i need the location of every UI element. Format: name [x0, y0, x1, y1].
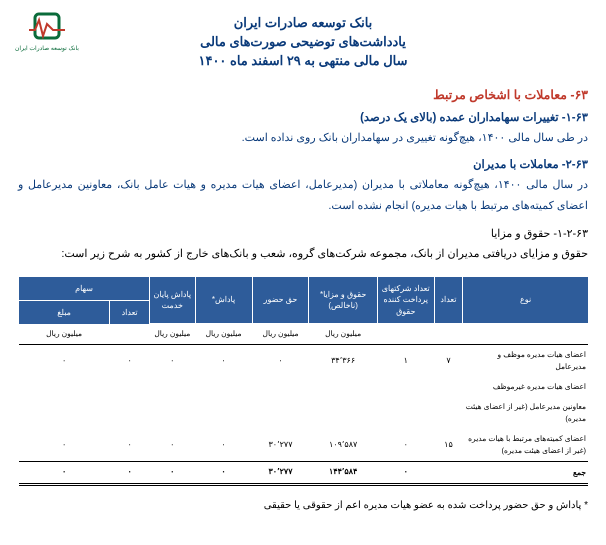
unit-cell: میلیون ریال: [252, 324, 309, 345]
unit-cell: میلیون ریال: [150, 324, 196, 345]
unit-row: میلیون ریال میلیون ریال میلیون ریال میلی…: [19, 324, 589, 345]
table-body: میلیون ریال میلیون ریال میلیون ریال میلی…: [19, 324, 589, 485]
cell: ۰: [377, 429, 434, 462]
th-salary: حقوق و مزایا* (ناخالص): [309, 277, 377, 324]
cell: ۱۴۴٬۵۸۴: [309, 462, 377, 485]
footnote: * پاداش و حق حضور پرداخت شده به عضو هیات…: [18, 500, 588, 511]
th-saham-count: تعداد: [110, 300, 150, 324]
table-row: اعضای کمیته‌های مرتبط با هیات مدیره (غیر…: [19, 429, 589, 462]
cell: ۰: [252, 345, 309, 378]
row-label: اعضای کمیته‌های مرتبط با هیات مدیره (غیر…: [463, 429, 588, 462]
compensation-table-wrap: نوع تعداد تعداد شرکتهای پرداخت کننده حقو…: [18, 277, 588, 487]
cell: ۰: [195, 429, 252, 462]
cell: ۰: [19, 462, 110, 485]
section-63-2-title: ۲-۶۳- معاملات با مدیران: [18, 157, 588, 171]
cell: ۱۵: [434, 429, 462, 462]
cell: ۳۰٬۲۷۷: [252, 462, 309, 485]
cell: ۳۴٬۳۶۶: [309, 345, 377, 378]
cell: ۰: [19, 429, 110, 462]
table-row: معاونین مدیرعامل (غیر از اعضای هیئت مدیر…: [19, 397, 589, 429]
logo-caption: بانک توسعه صادرات ایران: [12, 46, 82, 53]
section-63-title: ۶۳- معاملات با اشخاص مرتبط: [18, 87, 588, 102]
table-head: نوع تعداد تعداد شرکتهای پرداخت کننده حقو…: [19, 277, 589, 324]
header-line-1: بانک توسعه صادرات ایران: [18, 15, 588, 31]
th-saham-amount: مبلغ: [19, 300, 110, 324]
section-63-2-1-title: ۱-۲-۶۳- حقوق و مزایا: [18, 227, 588, 240]
row-label: معاونین مدیرعامل (غیر از اعضای هیئت مدیر…: [463, 397, 588, 429]
unit-cell: میلیون ریال: [195, 324, 252, 345]
sum-row: جمع ۰ ۱۴۴٬۵۸۴ ۳۰٬۲۷۷ ۰ ۰ ۰ ۰: [19, 462, 589, 485]
th-khedmat: پاداش پایان خدمت: [150, 277, 196, 324]
row-label: اعضای هیات مدیره موظف و مدیرعامل: [463, 345, 588, 378]
doc-header: بانک توسعه صادرات ایران یادداشت‌های توضی…: [18, 15, 588, 69]
th-saham: سهام: [19, 277, 150, 301]
cell: ۰: [19, 345, 110, 378]
th-companies: تعداد شرکتهای پرداخت کننده حقوق: [377, 277, 434, 324]
section-63-2-1-body: حقوق و مزایای دریافتی مدیران از بانک، مج…: [18, 244, 588, 265]
section-63-1-body: در طی سال مالی ۱۴۰۰، هیچ‌گونه تغییری در …: [18, 128, 588, 149]
cell: ۰: [110, 345, 150, 378]
cell: ۰: [195, 345, 252, 378]
logo-icon: [27, 10, 67, 44]
cell: ۰: [195, 462, 252, 485]
unit-cell: میلیون ریال: [19, 324, 110, 345]
cell: ۰: [110, 462, 150, 485]
cell: ۰: [150, 345, 196, 378]
th-padash: پاداش*: [195, 277, 252, 324]
cell: ۱: [377, 345, 434, 378]
row-label: اعضای هیات مدیره غیرموظف: [463, 377, 588, 397]
table-row: اعضای هیات مدیره غیرموظف: [19, 377, 589, 397]
cell: ۰: [150, 462, 196, 485]
bank-logo: بانک توسعه صادرات ایران: [12, 10, 82, 53]
header-line-2: یادداشت‌های توضیحی صورت‌های مالی: [18, 34, 588, 50]
cell: ۱۰۹٬۵۸۷: [309, 429, 377, 462]
header-line-3: سال مالی منتهی به ۲۹ اسفند ماه ۱۴۰۰: [18, 53, 588, 69]
compensation-table: نوع تعداد تعداد شرکتهای پرداخت کننده حقو…: [18, 277, 588, 487]
cell: ۳۰٬۲۷۷: [252, 429, 309, 462]
cell: ۰: [110, 429, 150, 462]
table-row: اعضای هیات مدیره موظف و مدیرعامل ۷ ۱ ۳۴٬…: [19, 345, 589, 378]
row-label: جمع: [463, 462, 588, 485]
cell: ۰: [150, 429, 196, 462]
section-63-1-title: ۱-۶۳- تغییرات سهامداران عمده (بالای یک د…: [18, 110, 588, 124]
th-type: نوع: [463, 277, 588, 324]
th-count: تعداد: [434, 277, 462, 324]
th-haq: حق حضور: [252, 277, 309, 324]
cell: ۷: [434, 345, 462, 378]
section-63-2-body: در سال مالی ۱۴۰۰، هیچ‌گونه معاملاتی با م…: [18, 175, 588, 217]
unit-cell: میلیون ریال: [309, 324, 377, 345]
cell: ۰: [377, 462, 434, 485]
